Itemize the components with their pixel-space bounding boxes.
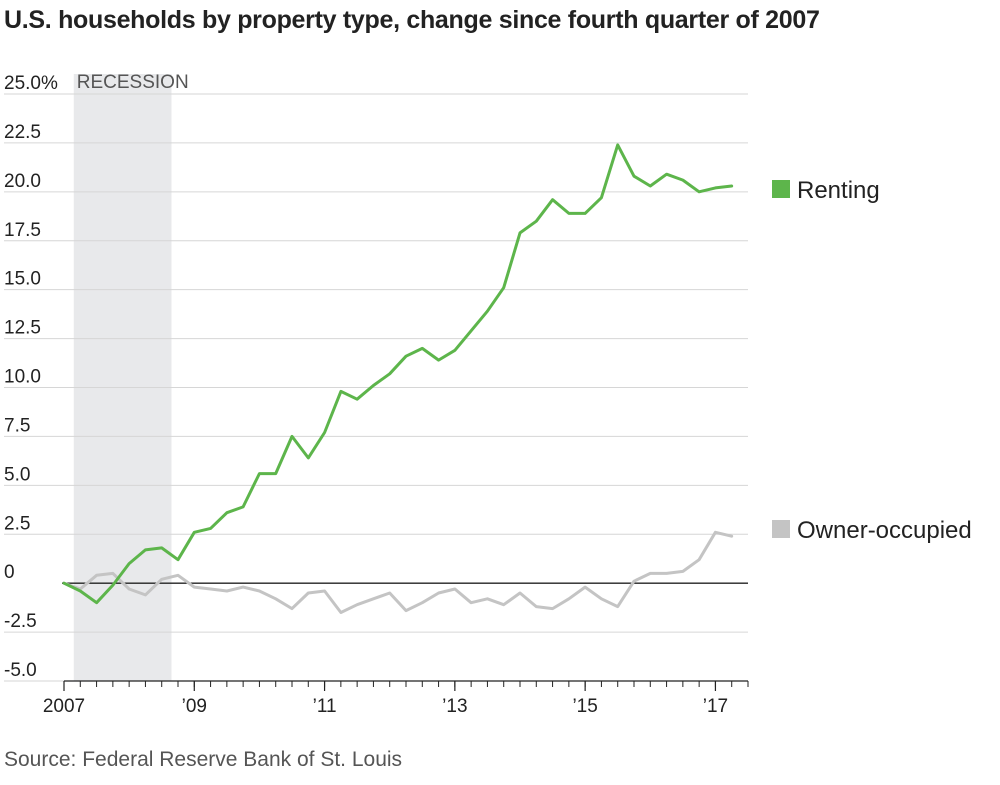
x-tick-label: 2007 (43, 696, 85, 717)
y-tick-label: 5.0 (4, 464, 30, 485)
legend-swatch (772, 180, 790, 198)
y-tick-label: 15.0 (4, 269, 41, 290)
x-tick-label: ’17 (703, 696, 728, 717)
y-tick-label: 10.0 (4, 367, 41, 388)
x-tick-label: ’11 (313, 696, 337, 717)
y-tick-label: 22.5 (4, 122, 41, 143)
legend-swatch (772, 520, 790, 538)
y-tick-label: -2.5 (4, 611, 37, 632)
legend-label: Owner-occupied (797, 517, 972, 544)
y-tick-label: 25.0% (4, 73, 58, 94)
recession-band (73, 74, 172, 681)
line-chart: RECESSION 25.0% 22.5 20.0 17.5 15.0 12.5 10.0 7… (4, 72, 972, 717)
legend-label: Renting (797, 177, 880, 204)
chart-title: U.S. households by property type, change… (4, 6, 820, 34)
x-tick-label: ’13 (442, 696, 467, 717)
y-tick-label: -5.0 (4, 660, 37, 681)
source-note: Source: Federal Reserve Bank of St. Loui… (4, 748, 403, 771)
series-line-owner-occupied (62, 530, 734, 614)
recession-label: RECESSION (77, 72, 189, 93)
y-tick-label: 2.5 (4, 513, 30, 534)
y-tick-label: 20.0 (4, 171, 41, 192)
series-line-renting (62, 143, 734, 605)
x-tick-label: ’09 (182, 696, 207, 717)
y-tick-label: 0 (4, 562, 15, 583)
y-tick-label: 12.5 (4, 318, 41, 339)
x-tick-label: ’15 (572, 696, 597, 717)
y-tick-label: 17.5 (4, 220, 41, 241)
y-tick-label: 7.5 (4, 415, 30, 436)
